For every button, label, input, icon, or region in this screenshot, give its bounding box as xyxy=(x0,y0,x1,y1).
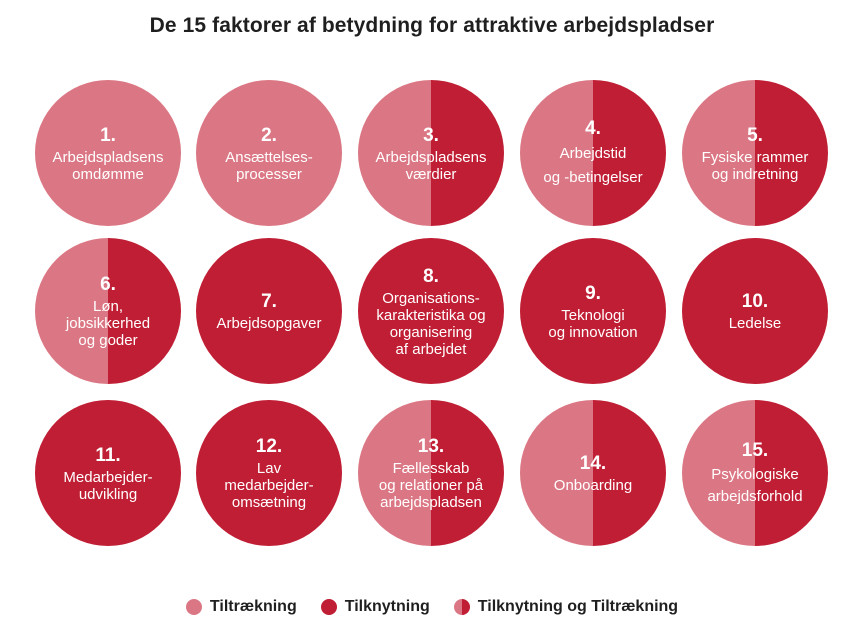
factor-circle-9: 9. Teknologi og innovation xyxy=(520,238,666,384)
factor-label: Teknologi og innovation xyxy=(548,306,638,341)
factor-number: 4. xyxy=(585,117,601,139)
factor-label: Ansættelses- processer xyxy=(225,148,313,183)
factor-label: Onboarding xyxy=(553,477,633,494)
factor-label: Arbejdspladsens værdier xyxy=(375,148,487,183)
factor-number: 3. xyxy=(423,124,439,146)
factor-circle-10: 10. Ledelse xyxy=(682,238,828,384)
factor-circle-1: 1. Arbejdspladsens omdømme xyxy=(35,80,181,226)
factor-number: 13. xyxy=(417,436,445,457)
factor-circle-5: 5. Fysiske rammer og indretning xyxy=(682,80,828,226)
factor-number: 7. xyxy=(261,291,277,312)
factor-label: Arbejdsopgaver xyxy=(216,315,322,332)
legend: Tiltrækning Tilknytning Tilknytning og T… xyxy=(0,596,864,618)
legend-swatch-light xyxy=(185,599,202,615)
factor-circle-14: 14. Onboarding xyxy=(520,400,666,546)
factor-label: Fysiske rammer og indretning xyxy=(701,148,809,183)
legend-label: Tilknytning og Tiltrækning xyxy=(477,598,679,615)
factor-circle-2: 2. Ansættelses- processer xyxy=(196,80,342,226)
factor-number: 9. xyxy=(585,282,601,304)
legend-swatch-split xyxy=(453,599,470,615)
factor-number: 6. xyxy=(100,274,116,295)
factor-label: Arbejdstid og -betingelser xyxy=(543,144,643,186)
factor-label: Lav medarbejder- omsætning xyxy=(224,460,314,511)
factor-circle-6: 6. Løn, jobsikkerhed og goder xyxy=(35,238,181,384)
factor-circle-13: 13. Fællesskab og relationer på arbejdsp… xyxy=(358,400,504,546)
factor-circle-11: 11. Medarbejder- udvikling xyxy=(35,400,181,546)
legend-item-begge: Tilknytning og Tiltrækning xyxy=(453,598,679,616)
legend-swatch-dark xyxy=(320,599,337,615)
diagram-title: De 15 faktorer af betydning for attrakti… xyxy=(149,14,715,37)
factor-number: 12. xyxy=(255,436,283,457)
factor-label: Løn, jobsikkerhed og goder xyxy=(65,298,151,349)
factor-number: 2. xyxy=(261,124,277,146)
factor-number: 8. xyxy=(423,265,439,287)
factor-number: 11. xyxy=(95,444,121,466)
factor-number: 10. xyxy=(741,291,769,312)
legend-item-tilknytning: Tilknytning xyxy=(320,598,430,616)
factor-number: 15. xyxy=(741,439,769,461)
factor-number: 14. xyxy=(579,453,607,474)
factor-circle-7: 7. Arbejdsopgaver xyxy=(196,238,342,384)
factor-circle-12: 12. Lav medarbejder- omsætning xyxy=(196,400,342,546)
factor-circle-15: 15. Psykologiske arbejdsforhold xyxy=(682,400,828,546)
legend-label: Tiltrækning xyxy=(209,598,297,615)
factor-label: Medarbejder- udvikling xyxy=(63,468,153,503)
factor-label: Arbejdspladsens omdømme xyxy=(52,148,164,183)
factor-label: Psykologiske arbejdsforhold xyxy=(707,465,803,505)
factor-circle-4: 4. Arbejdstid og -betingelser xyxy=(520,80,666,226)
factor-number: 5. xyxy=(747,124,763,146)
factor-circle-3: 3. Arbejdspladsens værdier xyxy=(358,80,504,226)
factor-number: 1. xyxy=(100,124,116,146)
legend-item-tiltraekning: Tiltrækning xyxy=(185,598,297,616)
legend-label: Tilknytning xyxy=(344,598,430,615)
factor-label: Organisations- karakteristika og organis… xyxy=(376,289,486,358)
factor-label: Ledelse xyxy=(728,315,782,332)
factor-label: Fællesskab og relationer på arbejdsplads… xyxy=(378,460,484,511)
factor-circle-8: 8. Organisations- karakteristika og orga… xyxy=(358,238,504,384)
